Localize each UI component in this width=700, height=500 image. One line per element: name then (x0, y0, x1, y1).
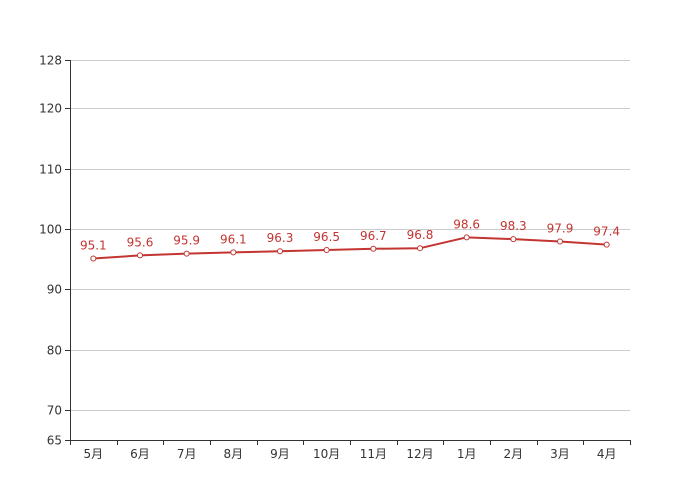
series-line (93, 236, 607, 260)
data-label: 96.5 (313, 230, 340, 244)
data-point (463, 234, 470, 241)
data-point (90, 255, 97, 262)
data-point (417, 245, 423, 252)
data-point (137, 252, 143, 259)
x-tick-label: 2月 (504, 447, 524, 461)
x-tick-label: 7月 (177, 447, 197, 461)
data-point (557, 238, 563, 245)
y-tick-label: 100 (39, 223, 62, 237)
data-label: 98.6 (453, 217, 480, 231)
data-point (230, 249, 237, 256)
axis-layer: 65 70 80 90 100 110 120 128 5月 6月 7月 8月 9月 10月 11月 12月 1… (39, 54, 631, 461)
y-tick-label: 80 (47, 344, 62, 358)
y-tick-label: 120 (39, 102, 62, 116)
x-tick-label: 10月 (313, 447, 340, 461)
data-label: 95.6 (127, 235, 154, 249)
x-tick-label: 4月 (597, 447, 617, 461)
y-tick-label: 110 (39, 163, 62, 177)
data-label: 96.3 (267, 231, 294, 245)
y-tick-label: 128 (39, 54, 62, 68)
series-layer (90, 234, 610, 262)
data-point (370, 245, 377, 252)
y-tick-label: 70 (47, 404, 62, 418)
x-tick-label: 5月 (84, 447, 104, 461)
data-point (277, 248, 283, 255)
y-tick-label: 90 (47, 283, 62, 297)
x-tick-label: 1月 (457, 447, 477, 461)
y-tick-label: 65 (47, 434, 62, 448)
x-tick-label: 12月 (406, 447, 433, 461)
data-label: 95.9 (173, 234, 200, 248)
data-label: 96.1 (220, 232, 247, 246)
data-point (510, 236, 517, 243)
data-label: 98.3 (500, 219, 527, 233)
x-tick-label: 8月 (224, 447, 244, 461)
data-label: 97.4 (593, 225, 620, 239)
data-label: 96.8 (407, 228, 434, 242)
x-tick-label: 3月 (550, 447, 570, 461)
data-point (183, 250, 190, 257)
data-point (323, 247, 330, 253)
data-label-layer: 95.1 95.6 95.9 96.1 96.3 96.5 96.7 96.8 98.6 98.3… (80, 217, 620, 252)
x-tick-label: 9月 (270, 447, 290, 461)
data-label: 95.1 (80, 238, 107, 252)
data-point (603, 241, 610, 248)
x-tick-label: 11月 (360, 447, 387, 461)
x-tick-label: 6月 (130, 447, 150, 461)
grid-layer (70, 60, 630, 411)
data-label: 97.9 (547, 222, 574, 236)
data-label: 96.7 (360, 229, 387, 243)
